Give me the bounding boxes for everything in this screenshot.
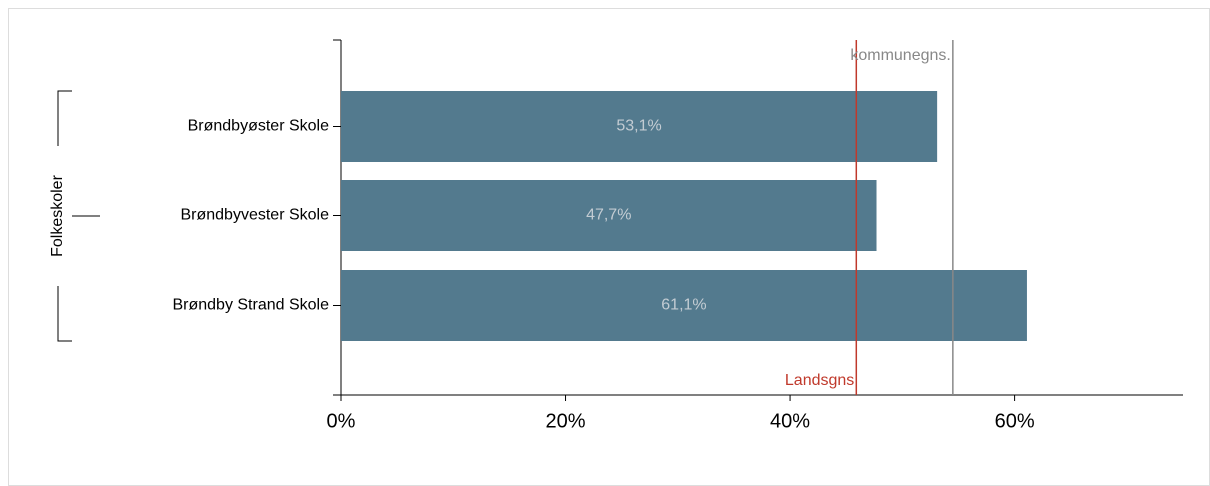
y-tick-label: Brøndby Strand Skole xyxy=(172,297,329,314)
x-tick-label: 40% xyxy=(770,410,810,432)
x-tick-label: 0% xyxy=(327,410,356,432)
bar xyxy=(341,270,1027,341)
reference-label: Landsgns xyxy=(785,372,854,389)
reference-label: kommunegns. xyxy=(850,47,951,64)
bar-value-label: 47,7% xyxy=(586,207,631,224)
group-bracket xyxy=(57,90,72,342)
group-label: Folkeskoler xyxy=(49,174,66,256)
x-tick-label: 60% xyxy=(995,410,1035,432)
bar-value-label: 53,1% xyxy=(616,118,661,135)
y-tick-label: Brøndbyøster Skole xyxy=(188,118,329,135)
bar-value-label: 61,1% xyxy=(661,297,706,314)
bar xyxy=(341,91,938,162)
y-tick-label: Brøndbyvester Skole xyxy=(180,207,329,224)
x-tick-label: 20% xyxy=(546,410,586,432)
bar xyxy=(341,180,877,251)
